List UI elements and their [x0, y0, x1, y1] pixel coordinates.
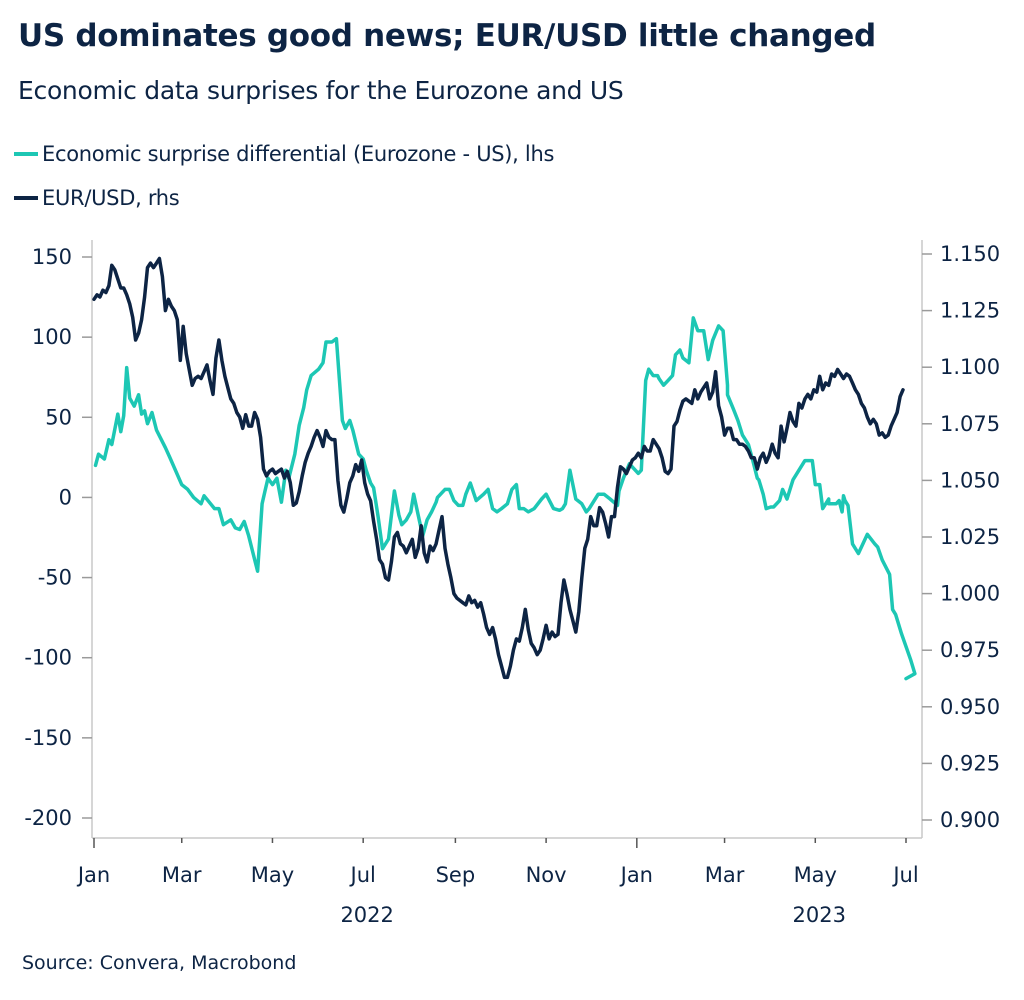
x-axis-tick-label: Mar — [705, 863, 745, 887]
left-axis-tick-label: -150 — [24, 726, 72, 750]
left-axis-tick-label: 0 — [59, 485, 72, 509]
series-line-eurusd — [92, 256, 905, 680]
right-axis-tick-label: 0.950 — [940, 695, 1000, 719]
right-axis-tick-label: 1.025 — [940, 525, 1000, 549]
left-axis-tick-label: 100 — [32, 325, 72, 349]
x-axis-tick-label: Jan — [76, 863, 110, 887]
left-axis-tick-label: -200 — [24, 806, 72, 830]
right-axis-tick-label: 1.075 — [940, 412, 1000, 436]
right-axis-tick-label: 1.150 — [940, 242, 1000, 266]
legend-swatch-eurusd — [14, 196, 38, 200]
x-axis-tick-label: Mar — [162, 863, 202, 887]
x-axis-tick-label: Jan — [619, 863, 653, 887]
left-axis-tick-label: -50 — [38, 566, 72, 590]
source-note: Source: Convera, Macrobond — [22, 952, 297, 974]
legend-swatch-surprise — [14, 152, 38, 156]
x-axis-tick-label: May — [251, 863, 294, 887]
right-axis-tick-label: 0.975 — [940, 638, 1000, 662]
chart-title: US dominates good news; EUR/USD little c… — [18, 18, 876, 54]
right-axis-tick-label: 1.000 — [940, 582, 1000, 606]
x-axis-year-label: 2023 — [793, 903, 846, 927]
legend-label-eurusd: EUR/USD, rhs — [42, 186, 180, 210]
legend-label-surprise: Economic surprise differential (Eurozone… — [42, 142, 555, 166]
right-axis-tick-label: 0.925 — [940, 751, 1000, 775]
x-axis-tick-label: Jul — [891, 863, 918, 887]
left-axis-tick-label: -100 — [24, 646, 72, 670]
right-axis-tick-label: 1.100 — [940, 355, 1000, 379]
x-axis-tick-label: Jul — [349, 863, 376, 887]
x-axis-tick-label: Nov — [526, 863, 567, 887]
x-axis-tick-label: May — [794, 863, 837, 887]
right-axis-tick-label: 1.050 — [940, 468, 1000, 492]
axes-group: 150 100 50 0 -50 -100 -150 -200 1.150 1.125 1.100 1… — [24, 240, 1000, 927]
x-axis-tick-label: Sep — [436, 863, 476, 887]
left-axis-tick-label: 150 — [32, 245, 72, 269]
legend-item-eurusd: EUR/USD, rhs — [14, 186, 180, 210]
series-line-surprise-differential — [93, 316, 917, 681]
series-group — [92, 256, 917, 681]
legend-item-surprise: Economic surprise differential (Eurozone… — [14, 142, 554, 166]
right-axis-tick-label: 0.900 — [940, 808, 1000, 832]
x-axis-year-label: 2022 — [340, 903, 393, 927]
chart-subtitle: Economic data surprises for the Eurozone… — [18, 76, 624, 105]
right-axis-tick-label: 1.125 — [940, 299, 1000, 323]
left-axis-tick-label: 50 — [45, 405, 72, 429]
